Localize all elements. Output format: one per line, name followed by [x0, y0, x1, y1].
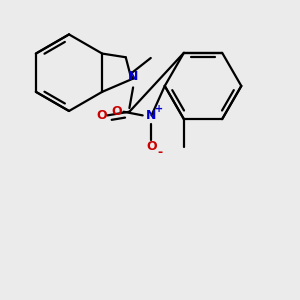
Text: O: O	[96, 109, 107, 122]
Text: -: -	[158, 146, 163, 159]
Text: O: O	[112, 105, 122, 118]
Text: N: N	[128, 70, 138, 83]
Text: N: N	[146, 109, 157, 122]
Text: +: +	[155, 104, 163, 114]
Text: O: O	[146, 140, 157, 153]
